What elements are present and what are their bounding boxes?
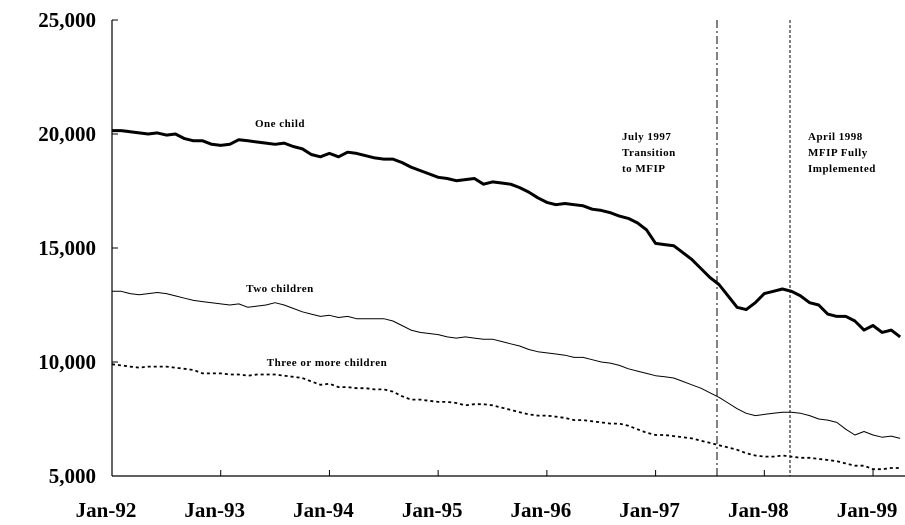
annotation: Transition <box>622 147 676 159</box>
series-label: Three or more children <box>267 357 387 369</box>
annotation: MFIP Fully <box>808 147 868 159</box>
x-tick-label: Jan-92 <box>76 498 137 522</box>
annotation: April 1998 <box>808 131 863 143</box>
annotation: July 1997 <box>622 131 671 143</box>
series-line <box>112 129 902 339</box>
y-tick-label: 25,000 <box>38 8 96 32</box>
y-tick-label: 10,000 <box>38 350 96 374</box>
series-label: One child <box>255 118 305 130</box>
x-tick-label: Jan-93 <box>184 498 245 522</box>
series-label: Two children <box>246 283 314 295</box>
x-tick-label: Jan-96 <box>511 498 572 522</box>
x-tick-label: Jan-98 <box>728 498 789 522</box>
x-tick-label: Jan-94 <box>293 498 354 522</box>
y-tick-label: 5,000 <box>49 464 96 488</box>
series-line <box>111 363 901 471</box>
y-tick-label: 15,000 <box>38 236 96 260</box>
annotation: to MFIP <box>622 163 666 175</box>
x-tick-label: Jan-99 <box>837 498 898 522</box>
x-tick-label: Jan-95 <box>402 498 463 522</box>
x-tick-label: Jan-97 <box>619 498 680 522</box>
y-tick-label: 20,000 <box>38 122 96 146</box>
series-line <box>112 290 901 439</box>
annotation: Implemented <box>808 163 876 175</box>
